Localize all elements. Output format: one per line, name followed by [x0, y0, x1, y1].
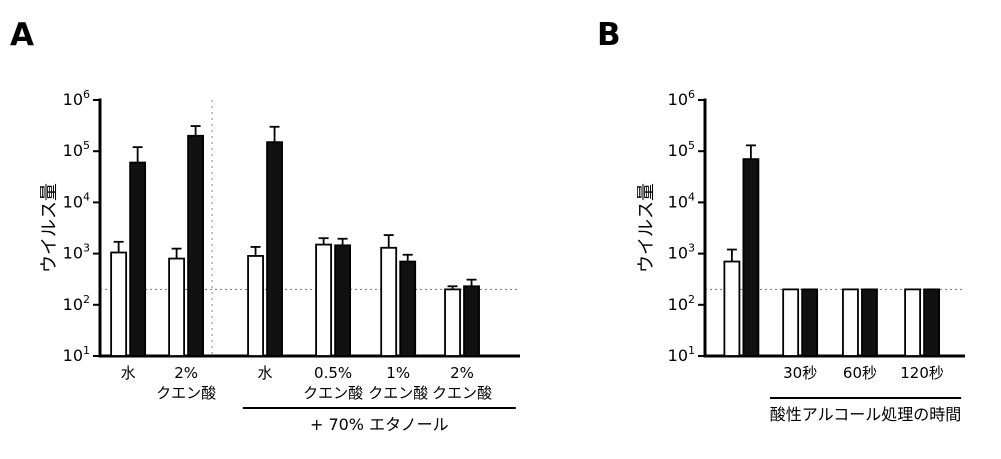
white-bars-bar [110, 251, 128, 357]
x-category-label: クエン酸 [432, 384, 492, 402]
x-category-label: 2% [450, 364, 474, 382]
black-bars-bar [463, 285, 480, 357]
panel-b-label: B [597, 17, 621, 53]
white-bars-bar [782, 288, 800, 357]
white-bars-bar [380, 246, 398, 357]
panel-b-chart: 101 102 103 104 105 106 ウイルス量 30秒 60秒 120秒酸性アルコール… [636, 88, 965, 424]
x-category-label: 水 [121, 364, 136, 382]
y-tick-label: 103 [668, 242, 695, 263]
white-bars-bar [247, 255, 264, 357]
y-tick-label: 104 [63, 190, 90, 211]
white-bars-bar [842, 288, 859, 357]
y-tick-label: 103 [63, 242, 90, 263]
x-category-label: 60秒 [843, 364, 877, 382]
black-bars-bar [923, 288, 941, 357]
x-category-label: 0.5% [314, 364, 352, 382]
annotation-label: + 70% エタノール [310, 415, 449, 434]
x-category-label: 1% [386, 364, 410, 382]
panel-a-label: A [10, 17, 34, 53]
black-bars-bar [801, 288, 819, 357]
black-bars-bar [187, 134, 205, 357]
annotation-label: 酸性アルコール処理の時間 [770, 405, 962, 424]
y-tick-label: 102 [668, 293, 695, 314]
y-tick-label: 106 [668, 88, 695, 109]
black-bars-bar [266, 141, 283, 357]
white-bars-bar [904, 288, 922, 357]
x-category-label: クエン酸 [156, 384, 216, 402]
y-tick-label: 106 [63, 88, 90, 109]
black-bars-bar [742, 158, 760, 357]
white-bars-bar [168, 257, 186, 357]
y-axis-title: ウイルス量 [636, 183, 657, 273]
y-tick-label: 101 [63, 344, 90, 365]
x-category-label: 30秒 [783, 364, 817, 382]
x-category-label: クエン酸 [303, 384, 363, 402]
x-category-label: 2% [174, 364, 198, 382]
y-tick-label: 102 [63, 293, 90, 314]
x-category-label: 水 [258, 364, 273, 382]
black-bars-bar [861, 288, 878, 357]
y-axis-title: ウイルス量 [39, 183, 60, 273]
y-tick-label: 104 [668, 190, 695, 211]
black-bars-bar [129, 161, 147, 357]
y-tick-label: 105 [668, 139, 695, 160]
white-bars-bar [315, 243, 333, 357]
white-bars-bar [444, 288, 461, 357]
black-bars-bar [334, 244, 352, 357]
y-tick-label: 101 [668, 344, 695, 365]
y-tick-label: 105 [63, 139, 90, 160]
x-category-label: クエン酸 [368, 384, 428, 402]
black-bars-bar [399, 260, 417, 357]
x-category-label: 120秒 [900, 364, 944, 382]
white-bars-bar [723, 260, 741, 357]
